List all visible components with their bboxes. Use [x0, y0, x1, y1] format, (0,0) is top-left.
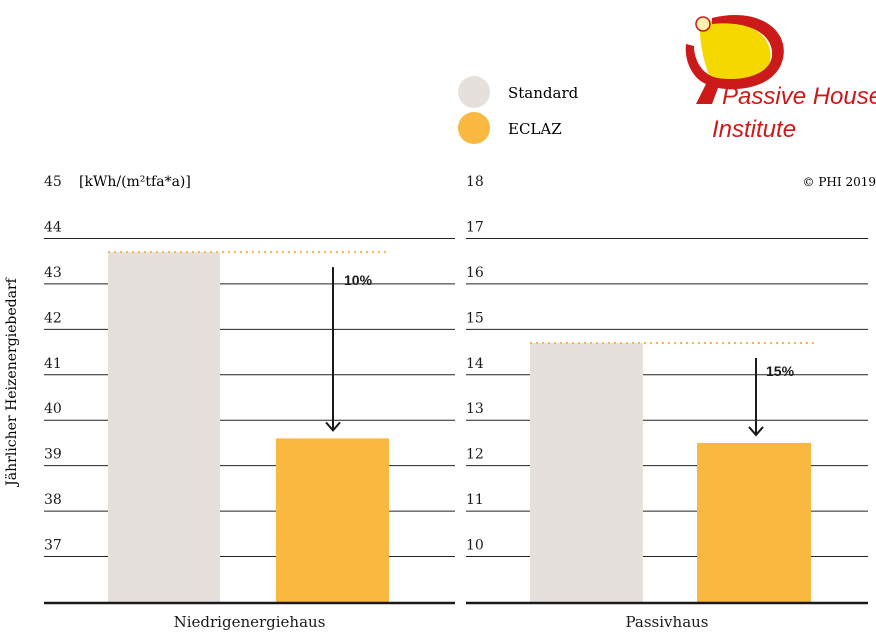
- y-tick-label-15: 15: [466, 310, 484, 326]
- y-tick-label-45: 45: [44, 174, 62, 190]
- legend-swatch-eclaz: [458, 112, 490, 144]
- logo-line-1: Passive House: [722, 83, 876, 110]
- y-tick-label-12: 12: [466, 447, 484, 463]
- reduction-percent-label: 15%: [766, 363, 795, 379]
- logo-yellow-leaf-icon: [699, 19, 771, 84]
- y-tick-label-37: 37: [44, 538, 62, 554]
- legend-label-eclaz: ECLAZ: [508, 120, 562, 138]
- y-tick-label-18: 18: [466, 174, 484, 190]
- x-axis-label: Passivhaus: [626, 613, 709, 631]
- reduction-arrow-head-icon: [325, 421, 341, 432]
- legend: Standard ECLAZ: [458, 76, 579, 144]
- passive-house-institute-logo: Passive House Institute: [685, 15, 876, 143]
- logo-red-stem-icon: [685, 15, 784, 104]
- logo-sun-icon: [695, 16, 711, 32]
- legend-swatch-standard: [458, 76, 490, 108]
- y-tick-label-39: 39: [44, 447, 62, 463]
- bar-standard: [530, 342, 643, 602]
- y-tick-label-11: 11: [466, 492, 484, 508]
- unit-label: [kWh/(m²tfa*a)]: [79, 174, 191, 190]
- chart-panel-passivhaus: 10 11 12 13 14 15 16 17 18 15% Passivhaus: [466, 174, 868, 631]
- y-tick-label-41: 41: [44, 356, 62, 372]
- y-tick-label-44: 44: [44, 219, 62, 235]
- bar-eclaz: [697, 442, 811, 602]
- y-tick-label-38: 38: [44, 492, 62, 508]
- reduction-percent-label: 10%: [344, 272, 373, 288]
- x-axis-label: Niedrigenergiehaus: [174, 613, 326, 631]
- y-tick-label-16: 16: [466, 265, 484, 281]
- logo-line-2: Institute: [712, 116, 796, 143]
- bar-standard: [108, 252, 220, 603]
- y-tick-label-17: 17: [466, 219, 484, 235]
- y-tick-label-40: 40: [44, 401, 62, 417]
- chart-panel-niedrigenergiehaus: 37 38 39 40 41 42 43 44 45 10% Niedrigenergiehaus: [44, 174, 455, 631]
- copyright: © PHI 2019: [803, 175, 876, 189]
- legend-label-standard: Standard: [508, 84, 579, 102]
- y-tick-label-13: 13: [466, 401, 484, 417]
- y-axis-label: Jährlicher Heizenergiebedarf: [4, 276, 20, 488]
- y-tick-label-43: 43: [44, 265, 62, 281]
- y-tick-label-14: 14: [466, 356, 484, 372]
- bar-eclaz: [276, 438, 389, 602]
- y-tick-label-10: 10: [466, 538, 484, 554]
- y-tick-label-42: 42: [44, 310, 62, 326]
- reduction-arrow-head-icon: [748, 426, 764, 437]
